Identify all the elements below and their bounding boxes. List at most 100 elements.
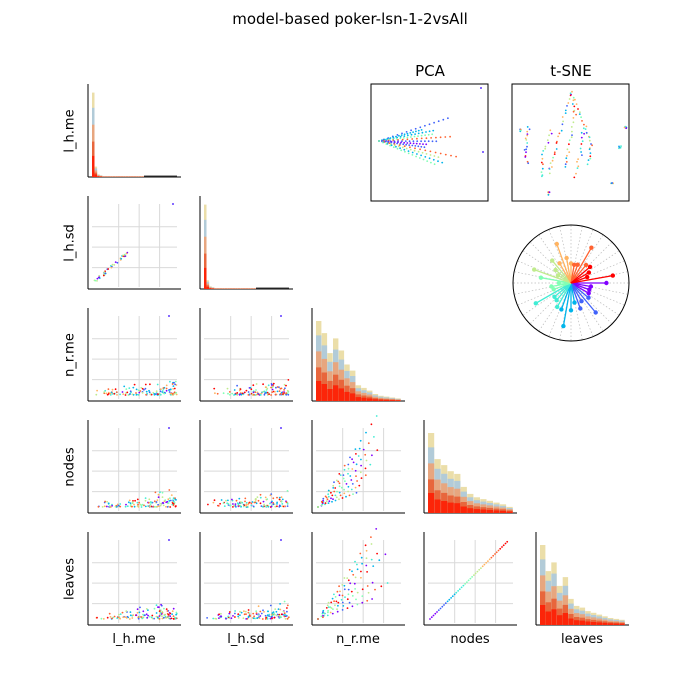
pca-point [400, 134, 403, 137]
pca-point [433, 121, 435, 124]
scatter-leaves-vs-nodes-point [473, 574, 475, 576]
polar-grid-spoke [529, 282, 572, 325]
scatter-nodes-vs-n-r-me-point [336, 490, 338, 493]
scatter-nodes-vs-l-h-sd-point [276, 501, 278, 504]
polar-spoke-tip [564, 255, 569, 261]
hist-leaves-bar-10-layer-4 [596, 622, 603, 625]
scatter-l-h-sd-vs-l-h-me-point [123, 253, 126, 256]
scatter-leaves-vs-l-h-me-point [131, 617, 134, 619]
tsne-point [526, 145, 528, 148]
scatter-n-r-me-vs-l-h-me-point [148, 391, 151, 394]
pca-point [423, 146, 426, 149]
pca-point [408, 140, 411, 143]
scatter-leaves-vs-n-r-me-point [354, 576, 357, 579]
tsne-point [588, 148, 591, 151]
scatter-l-h-sd-vs-l-h-me-point [116, 261, 119, 264]
scatter-nodes-vs-l-h-sd-point [280, 500, 283, 503]
pca-point [441, 161, 444, 164]
scatter-leaves-vs-nodes-point [490, 556, 493, 559]
scatter-leaves-vs-l-h-me-point [129, 611, 132, 613]
scatter-leaves-vs-l-h-sd-point [286, 618, 289, 620]
scatter-nodes-vs-l-h-me-point [175, 499, 177, 501]
scatter-leaves-vs-n-r-me-point [343, 577, 346, 579]
tsne-point [572, 99, 575, 102]
scatter-n-r-me-vs-l-h-me-point [160, 388, 162, 391]
scatter-leaves-vs-n-r-me-point [323, 614, 326, 617]
pca-point [407, 152, 410, 155]
scatter-leaves-vs-n-r-me-point [343, 584, 346, 587]
pca-point [447, 117, 449, 120]
scatter-nodes-vs-l-h-me-point [117, 504, 120, 507]
scatter-nodes-vs-l-h-sd-point [225, 499, 227, 502]
pca-point [403, 135, 406, 138]
scatter-leaves-vs-nodes-point [467, 579, 470, 582]
scatter-leaves-vs-l-h-me-point [113, 615, 116, 618]
scatter-nodes-vs-l-h-sd-point [250, 504, 253, 507]
pca-point [378, 140, 380, 142]
pca-point [432, 129, 435, 132]
scatter-leaves-vs-n-r-me-point [327, 611, 329, 614]
hist-leaves-bar-1-layer-4 [545, 611, 552, 625]
scatter-leaves-vs-nodes-point [448, 598, 451, 601]
scatter-nodes-vs-n-r-me-point [351, 458, 353, 461]
hist-nodes-bar-6-layer-4 [467, 508, 474, 513]
scatter-nodes-vs-n-r-me-point [350, 479, 353, 481]
hist-n-r-me-bar-4-layer-4 [338, 388, 345, 401]
scatter-nodes-vs-l-h-sd-point [259, 502, 262, 505]
pca-point [401, 146, 404, 149]
scatter-n-r-me-vs-l-h-sd-point [229, 393, 231, 396]
scatter-leaves-vs-l-h-me-point [109, 616, 112, 618]
scatter-n-r-me-vs-l-h-me-point [144, 383, 147, 386]
tsne-point [577, 165, 580, 168]
scatter-leaves-vs-l-h-me-point [155, 612, 158, 614]
pca-point [412, 142, 415, 145]
scatter-n-r-me-vs-l-h-sd-point [274, 393, 277, 396]
polar-spoke-tip [554, 298, 559, 303]
scatter-nodes-vs-n-r-me-point [373, 436, 375, 438]
tsne-point [548, 168, 551, 171]
scatter-n-r-me-vs-l-h-me-point [161, 390, 164, 392]
scatter-n-r-me-vs-l-h-me-point [129, 390, 132, 393]
scatter-l-h-sd-vs-l-h-me-point [96, 277, 99, 280]
scatter-nodes-vs-n-r-me-point [340, 486, 343, 489]
tsne-point [569, 94, 572, 97]
scatter-leaves-vs-n-r-me-point [332, 608, 334, 610]
polar-grid-spoke [570, 229, 594, 284]
scatter-nodes-vs-l-h-sd-point [236, 502, 239, 505]
scatter-leaves-vs-l-h-me-point [146, 616, 149, 619]
pca-point [396, 142, 398, 145]
tsne-point [526, 142, 529, 144]
scatter-n-r-me-vs-l-h-sd-point [276, 386, 279, 388]
pca-point [383, 138, 386, 141]
scatter-nodes-vs-n-r-me-point [338, 482, 341, 485]
scatter-nodes-vs-n-r-me-point [322, 499, 324, 502]
scatter-nodes-vs-n-r-me-point [334, 499, 337, 502]
scatter-leaves-vs-l-h-sd-point [264, 614, 267, 617]
scatter-n-r-me-vs-l-h-sd-point [214, 392, 216, 395]
scatter-leaves-vs-l-h-sd-point [237, 613, 240, 616]
polar-spoke-tip [593, 310, 598, 315]
scatter-n-r-me-vs-l-h-sd-point [272, 382, 275, 385]
pca-point [390, 141, 392, 144]
scatter-leaves-vs-l-h-me-point [164, 615, 167, 618]
polar-grid-spoke [570, 260, 625, 284]
tsne-point [571, 134, 573, 137]
scatter-n-r-me-vs-l-h-sd-outlier [280, 315, 282, 317]
scatter-leaves-vs-l-h-sd-point [278, 614, 280, 617]
scatter-nodes-vs-l-h-me-point [136, 505, 139, 507]
scatter-nodes-vs-l-h-me-point [108, 505, 111, 507]
pca-point [420, 145, 423, 148]
scatter-l-h-sd-vs-l-h-me-point [103, 271, 106, 273]
scatter-nodes-vs-l-h-me-point [172, 502, 174, 505]
scatter-leaves-vs-l-h-me-point [158, 615, 161, 617]
scatter-leaves-vs-l-h-sd-point [218, 617, 220, 619]
scatter-leaves-vs-l-h-me-point [161, 610, 164, 613]
scatter-leaves-vs-n-r-me-point [361, 601, 364, 604]
scatter-leaves-vs-n-r-me-point [336, 610, 339, 613]
pca-point [435, 140, 438, 143]
scatter-nodes-vs-n-r-me-point [331, 500, 333, 503]
scatter-leaves-vs-nodes-point [485, 561, 488, 564]
scatter-n-r-me-vs-l-h-me-point [171, 383, 174, 385]
scatter-nodes-vs-l-h-me-point [160, 502, 162, 505]
